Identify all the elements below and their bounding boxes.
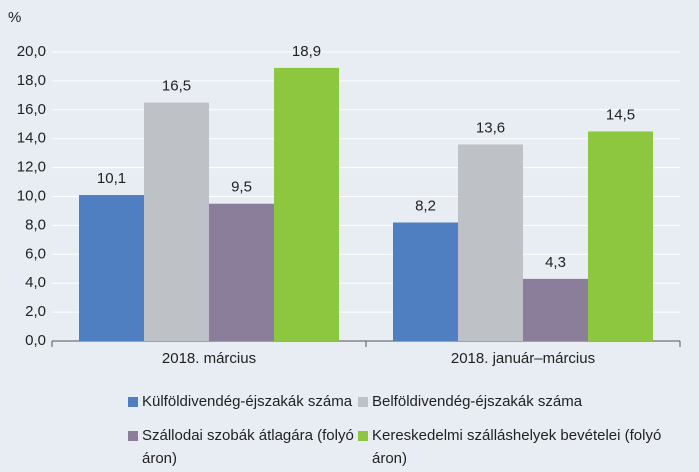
- legend-swatch: [358, 431, 368, 441]
- value-label: 13,6: [476, 119, 505, 136]
- value-label: 4,3: [545, 254, 566, 271]
- y-tick-label: 10,0: [17, 187, 46, 204]
- value-label: 8,2: [415, 197, 436, 214]
- y-tick-label: 2,0: [25, 303, 46, 320]
- legend-item: Belföldivendég-éjszakák száma: [358, 390, 678, 413]
- value-label: 18,9: [292, 43, 321, 60]
- y-tick-label: 18,0: [17, 72, 46, 89]
- bar: [79, 195, 144, 341]
- value-label: 9,5: [231, 179, 252, 196]
- legend-label: Kereskedelmi szálláshelyek bevételei (fo…: [372, 427, 662, 467]
- value-label: 10,1: [97, 170, 126, 187]
- legend-swatch: [128, 397, 138, 407]
- legend-label: Szállodai szobák átlagára (folyó áron): [142, 427, 354, 467]
- bar: [274, 67, 339, 342]
- bar: [144, 102, 209, 341]
- y-tick-label: 4,0: [25, 274, 46, 291]
- y-tick-label: 14,0: [17, 130, 46, 147]
- x-tick-label: 2018. január–március: [451, 350, 595, 367]
- y-tick-label: 0,0: [25, 332, 46, 349]
- legend-swatch: [358, 397, 368, 407]
- y-tick-label: 16,0: [17, 101, 46, 118]
- bar: [458, 144, 523, 341]
- y-axis-label: %: [8, 9, 21, 26]
- x-tick-label: 2018. március: [162, 350, 256, 367]
- legend-item: Szállodai szobák átlagára (folyó áron): [128, 424, 356, 470]
- value-label: 16,5: [162, 78, 191, 95]
- bar: [209, 203, 274, 341]
- y-tick-label: 6,0: [25, 245, 46, 262]
- bar: [393, 222, 458, 341]
- legend-label: Külföldivendég-éjszakák száma: [142, 393, 353, 410]
- bar: [588, 131, 653, 341]
- legend-label: Belföldivendég-éjszakák száma: [372, 393, 583, 410]
- legend-item: Külföldivendég-éjszakák száma: [128, 390, 356, 413]
- y-tick-label: 20,0: [17, 43, 46, 60]
- y-tick-label: 8,0: [25, 216, 46, 233]
- bar: [523, 278, 588, 341]
- legend-item: Kereskedelmi szálláshelyek bevételei (fo…: [358, 424, 678, 470]
- legend-swatch: [128, 431, 138, 441]
- value-label: 14,5: [606, 106, 635, 123]
- y-tick-label: 12,0: [17, 159, 46, 176]
